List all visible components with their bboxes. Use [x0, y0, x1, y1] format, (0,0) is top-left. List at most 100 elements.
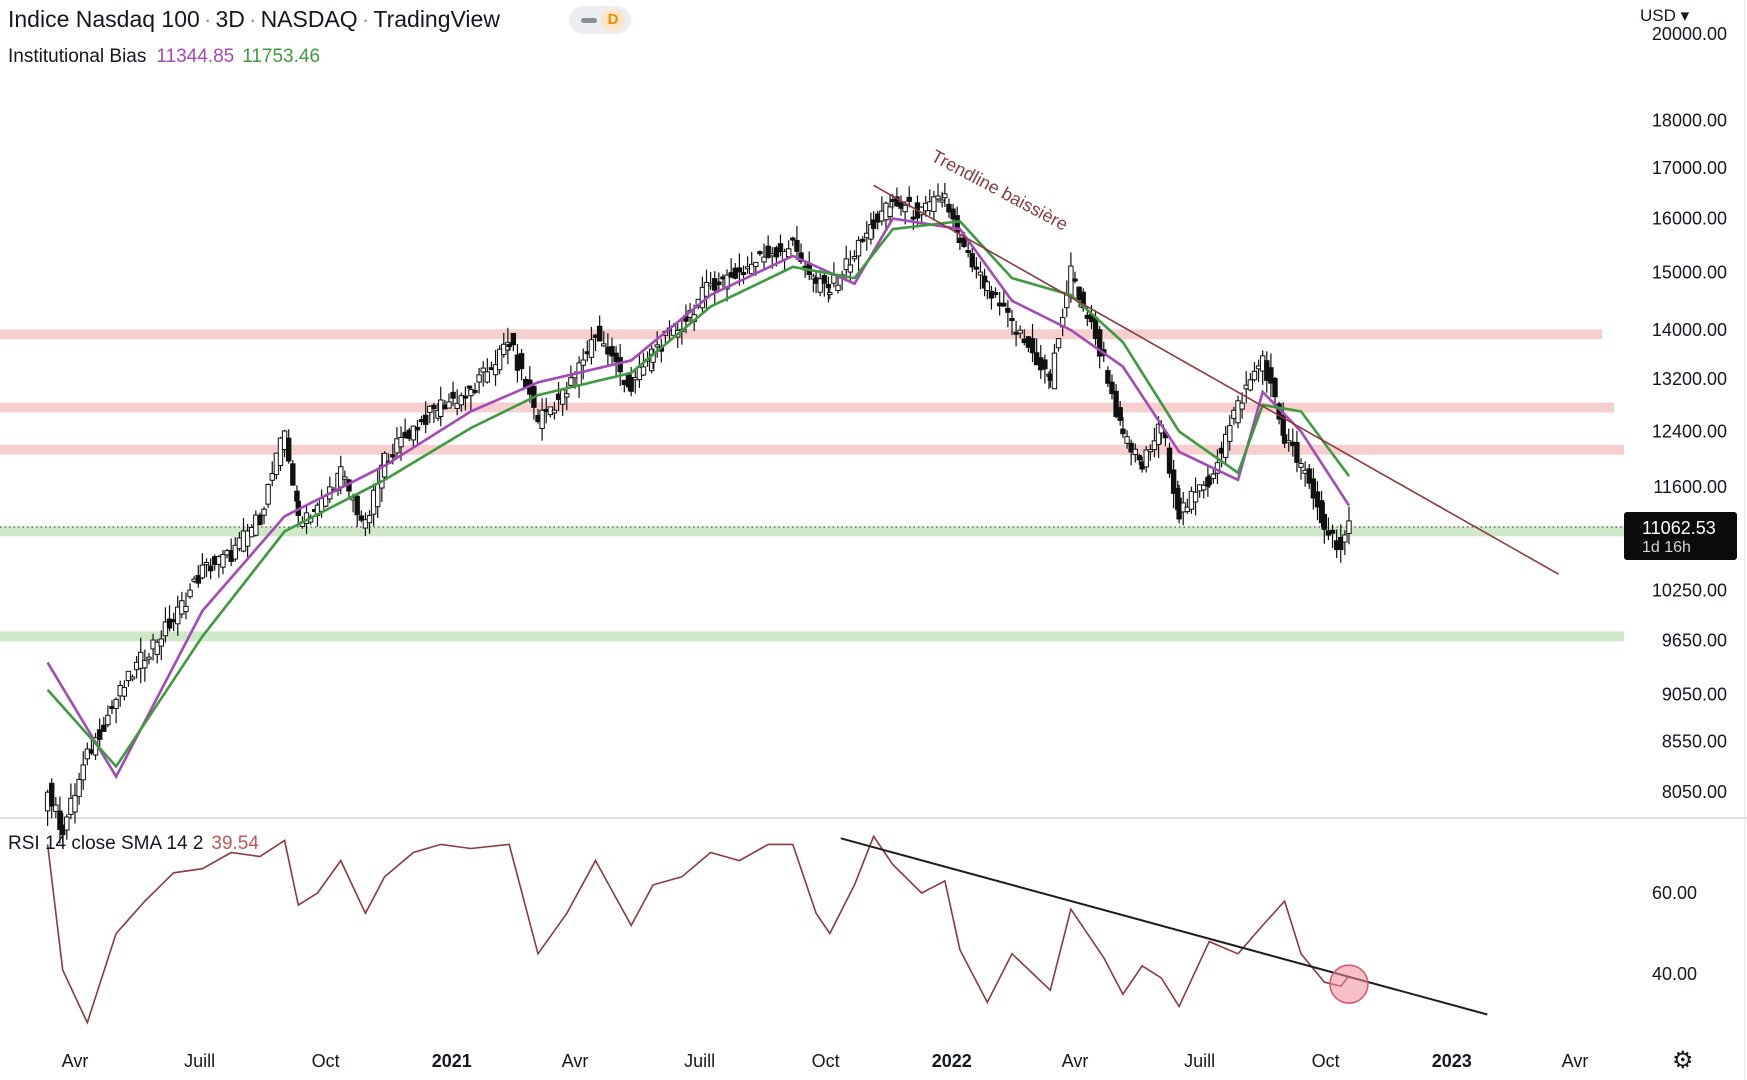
candle-body [827, 292, 833, 296]
indicator-slow-value: 11753.46 [242, 46, 321, 67]
interval-badge[interactable]: D [569, 6, 631, 34]
candle-body [740, 272, 747, 276]
bar-countdown: 1d 16h [1642, 539, 1691, 556]
gear-icon[interactable]: ⚙ [1672, 1047, 1694, 1074]
candle-body [777, 243, 784, 253]
currency-selector[interactable]: USD ▾ [1640, 6, 1690, 25]
symbol-title[interactable]: Indice Nasdaq 100 · 3D · NASDAQ · TradingView [8, 6, 500, 32]
candle-body [484, 371, 491, 383]
time-tick-label: 2023 [1432, 1051, 1472, 1071]
candle-body [1281, 434, 1288, 444]
time-tick-label: Oct [312, 1051, 340, 1071]
candle-body [654, 344, 660, 348]
candle-body [539, 409, 545, 429]
candle-body [580, 359, 586, 366]
candle-body [390, 454, 396, 458]
price-tick-label: 9650.00 [1662, 631, 1727, 651]
candle-body [835, 284, 841, 291]
candle-body [1298, 462, 1304, 468]
candle-body [1329, 529, 1336, 534]
candle-body [183, 605, 189, 613]
candle-body [472, 389, 478, 393]
price-tick-label: 12400.00 [1652, 421, 1727, 441]
candle-body [166, 618, 173, 629]
price-zones [0, 329, 1624, 642]
candle-body [1105, 370, 1111, 384]
candle-body [142, 659, 148, 669]
candle-body [450, 391, 456, 399]
candle-body [1147, 449, 1154, 453]
candle-body [187, 589, 193, 598]
candle-body [129, 676, 136, 680]
candle-body [761, 256, 767, 263]
time-tick-label: Avr [1062, 1051, 1089, 1071]
time-tick-label: Oct [812, 1051, 840, 1071]
candle-body [798, 252, 804, 262]
candle-body [431, 404, 437, 410]
price-tick-label: 16000.00 [1652, 209, 1727, 229]
candle-body [454, 402, 460, 409]
candle-body [195, 575, 201, 584]
candle-body [931, 196, 937, 212]
bearish-trendline[interactable] [873, 184, 1559, 575]
time-axis[interactable]: Avr Juill Oct 2021 Avr Juill Oct 2022 Avr Juill Oc… [62, 1051, 1589, 1071]
source-label: TradingView [373, 6, 500, 32]
candle-body [946, 203, 952, 213]
candle-body [984, 281, 991, 291]
candle-body [1009, 318, 1015, 322]
candle-body [277, 437, 284, 466]
price-tick-label: 10250.00 [1652, 580, 1727, 600]
rsi-trendline[interactable] [840, 837, 1488, 1016]
candle-body [113, 698, 119, 709]
rsi-legend[interactable]: RSI 14 close SMA 14 2 39.54 [8, 833, 259, 855]
symbol-name[interactable]: Indice Nasdaq 100 [8, 6, 200, 32]
support-zone [0, 631, 1624, 642]
candle-body [162, 621, 169, 637]
price-axis[interactable]: 8050.00 8550.00 9050.00 9650.00 10250.00 1160… [1652, 24, 1727, 802]
candle-body [203, 562, 210, 566]
candle-body [199, 564, 206, 579]
candle-body [1109, 381, 1115, 395]
candle-body [466, 385, 473, 389]
candle-body [1342, 534, 1348, 543]
candle-body [790, 237, 796, 241]
candle-body [257, 514, 263, 525]
rsi-axis: 60.00 40.00 [1652, 883, 1697, 984]
candle-body [601, 343, 607, 347]
candle-body [992, 291, 999, 295]
candle-body [1051, 352, 1058, 390]
time-tick-label: 2021 [432, 1051, 472, 1071]
candle-body [821, 275, 828, 284]
candle-body [950, 208, 956, 220]
indicator-legend[interactable]: Institutional Bias 11344.85 11753.46 [8, 46, 320, 68]
candle-body [935, 195, 941, 200]
candle-body [105, 714, 111, 726]
candle-body [290, 463, 296, 486]
candle-body [1206, 476, 1212, 485]
candle-body [265, 484, 271, 505]
resistance-zone [0, 329, 1602, 340]
candle-body [358, 515, 365, 521]
candle-body [785, 248, 792, 258]
candle-body [146, 656, 152, 660]
candle-body [1294, 442, 1300, 463]
candle-body [476, 374, 482, 383]
interval-label[interactable]: 3D [215, 6, 245, 32]
candle-body [1210, 473, 1217, 480]
candle-body [1151, 440, 1158, 451]
candle-body [724, 274, 730, 290]
rsi-line [46, 834, 1350, 1025]
candle-body [859, 238, 866, 242]
candle-body [1338, 536, 1344, 550]
candle-body [354, 495, 360, 516]
candle-body [1247, 379, 1254, 391]
candle-body [510, 332, 517, 346]
candle-body [1239, 402, 1245, 410]
price-tick-label: 17000.00 [1652, 158, 1727, 178]
candle-body [1306, 468, 1312, 484]
time-tick-label: Oct [1312, 1051, 1340, 1071]
candle-body [1005, 307, 1011, 313]
price-tick-label: 15000.00 [1652, 262, 1727, 282]
candle-body [588, 339, 595, 358]
